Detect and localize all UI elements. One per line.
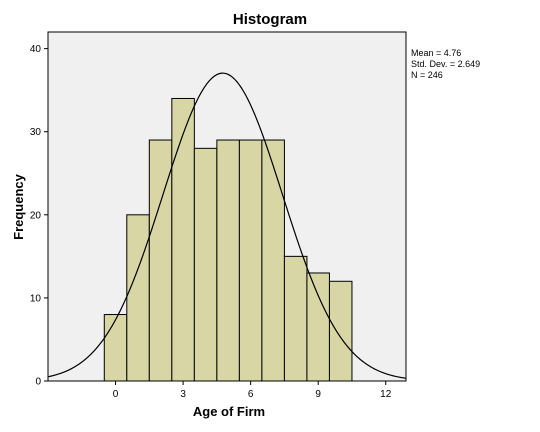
x-tick-label-0: 0	[113, 389, 119, 400]
x-tick-label-3: 3	[180, 389, 186, 400]
histogram-bar-0	[103, 314, 128, 382]
chart-title: Histogram	[233, 11, 307, 28]
plot-frame	[47, 31, 407, 382]
stats-legend: Mean = 4.76 Std. Dev. = 2.649 N = 246	[411, 48, 480, 80]
y-tick-label-10: 10	[30, 293, 42, 304]
y-tick-label-0: 0	[35, 377, 41, 388]
histogram-bar-9	[306, 272, 330, 382]
histogram-bar-3	[171, 97, 195, 382]
normal-curve	[47, 72, 407, 379]
histogram-bar-1	[126, 214, 150, 382]
x-tick-label-6: 6	[248, 389, 254, 400]
histogram-bar-5	[216, 139, 240, 382]
y-tick-label-40: 40	[30, 44, 42, 55]
stat-n: N = 246	[411, 70, 443, 80]
histogram-bar-8	[283, 255, 308, 382]
stat-std-dev: Std. Dev. = 2.649	[411, 59, 480, 69]
x-tick-label-12: 12	[380, 389, 392, 400]
histogram-bar-10	[328, 280, 353, 382]
histogram-bar-4	[193, 147, 218, 382]
y-axis-label: Frequency	[11, 173, 26, 240]
histogram-bar-7	[261, 139, 285, 382]
y-tick-label-30: 30	[30, 127, 42, 138]
stat-mean: Mean = 4.76	[411, 48, 461, 58]
y-tick-label-20: 20	[30, 210, 42, 221]
x-axis-label: Age of Firm	[193, 404, 265, 419]
histogram-bar-6	[238, 139, 263, 382]
x-tick-label-9: 9	[315, 389, 321, 400]
